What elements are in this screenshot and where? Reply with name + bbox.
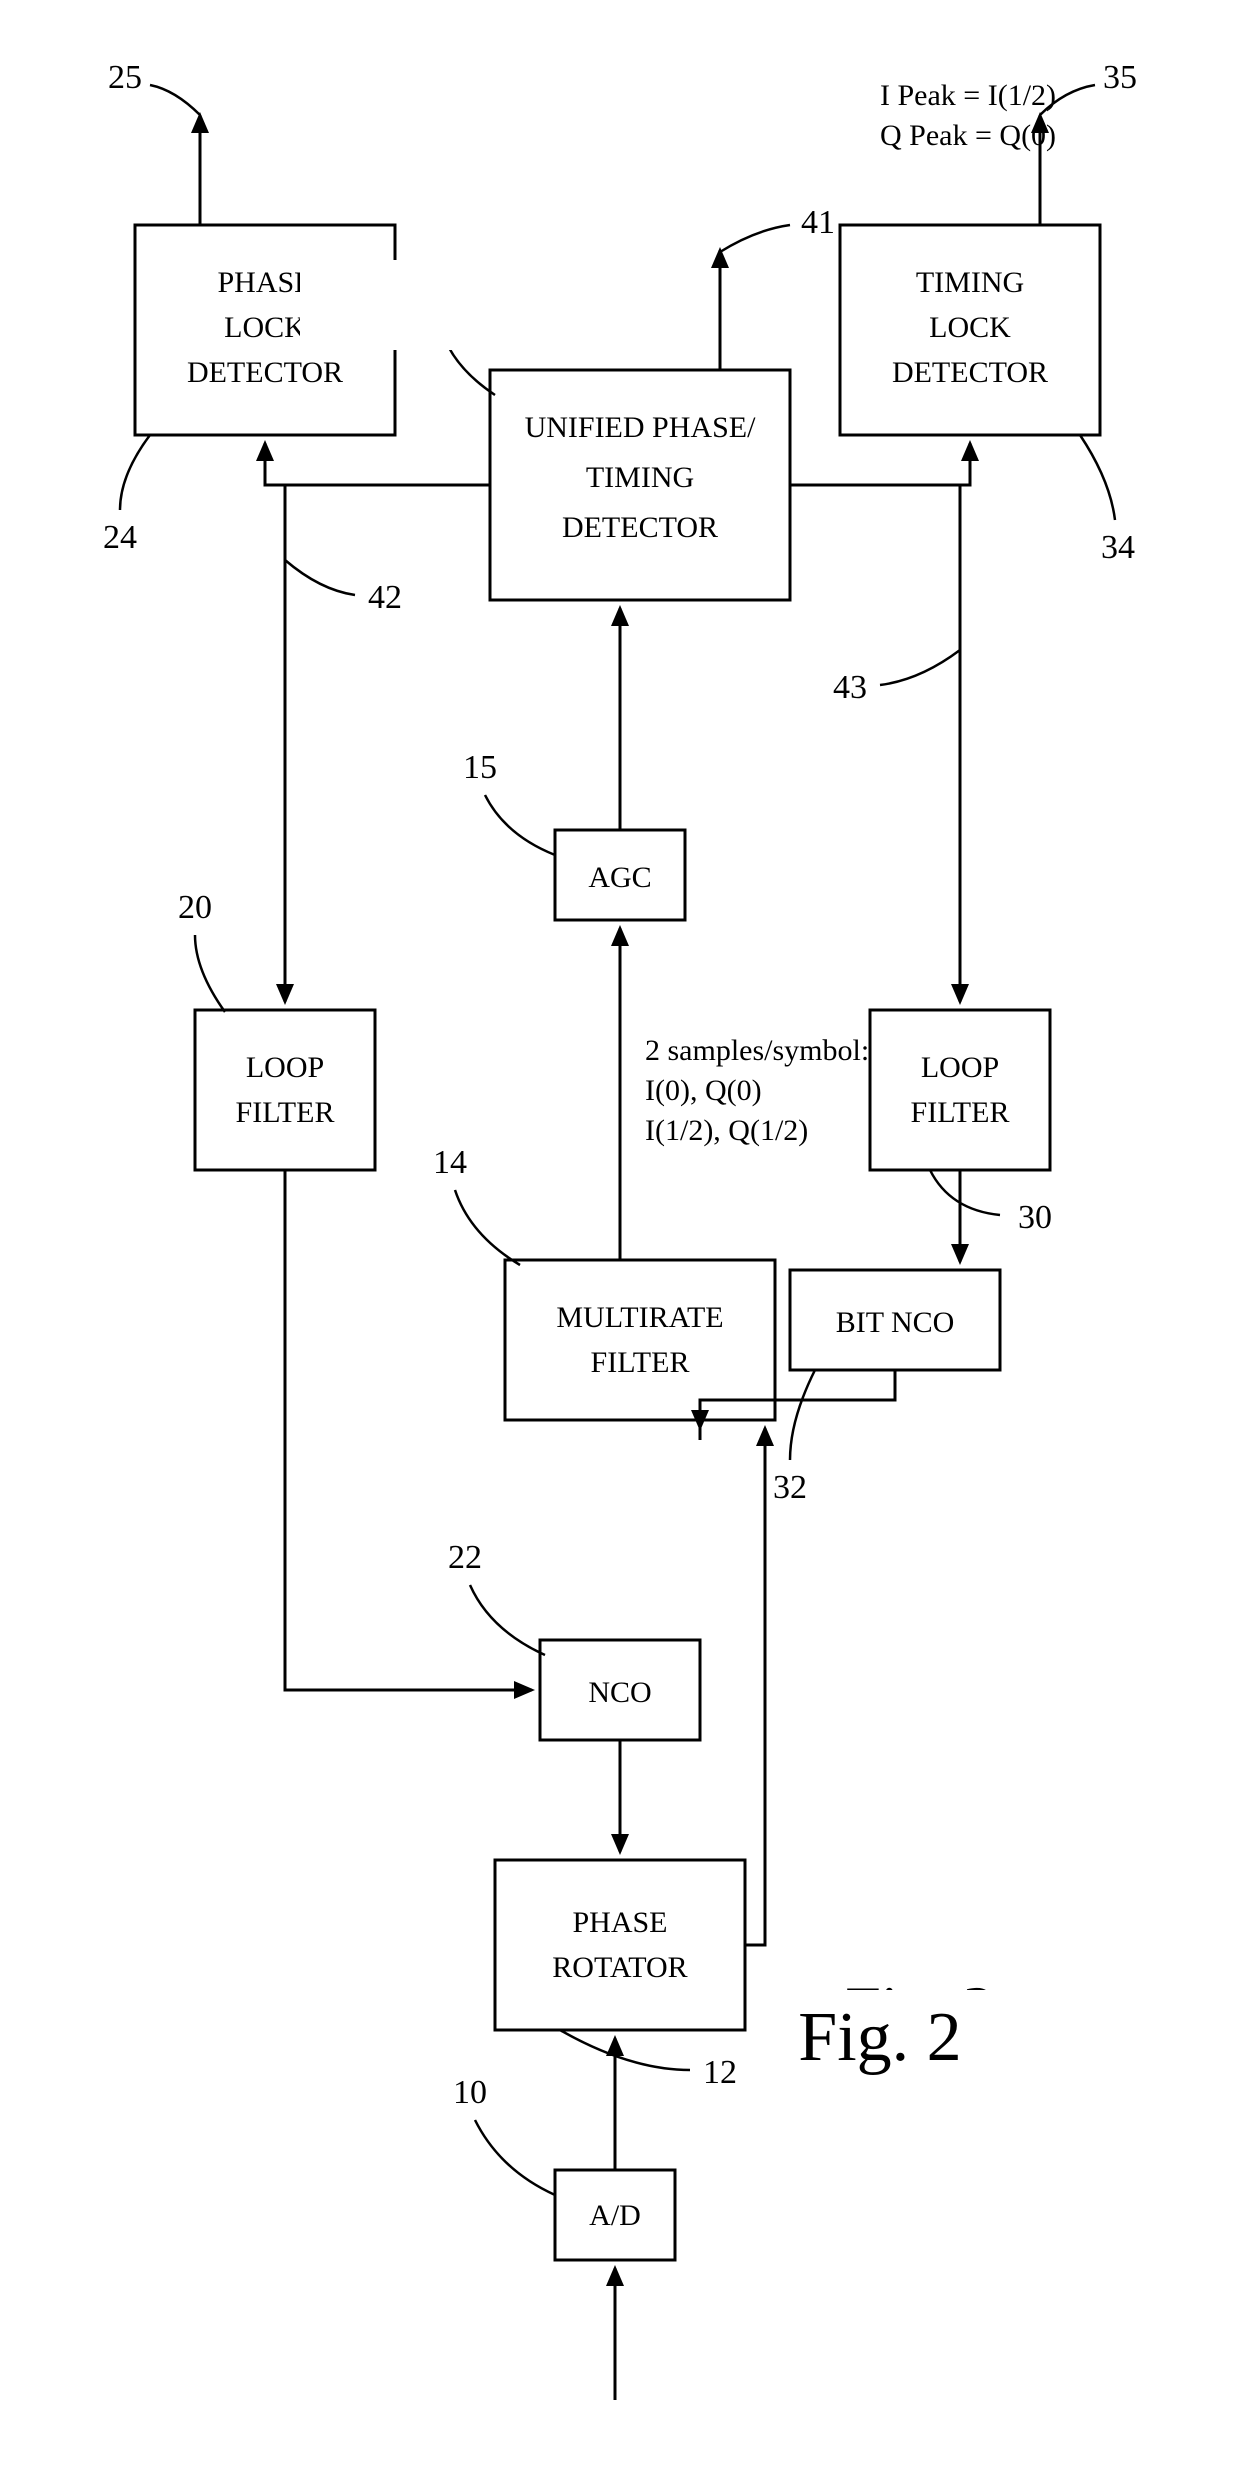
ref-43: 43 <box>833 669 867 706</box>
loop-filter-bot-label2: FILTER <box>911 1096 1010 1129</box>
ref-22: 22 <box>448 1539 482 1576</box>
unified-label1: UNIFIED PHASE/ <box>525 411 757 444</box>
leader-25 <box>150 85 200 115</box>
agc-label: AGC <box>588 861 651 894</box>
multirate-label2: FILTER <box>591 1346 690 1379</box>
ref-15: 15 <box>463 749 497 786</box>
ref-24: 24 <box>103 519 137 556</box>
phase-rotator-label2: ROTATOR <box>552 1951 687 1984</box>
leader-24 <box>120 435 150 510</box>
ref-20: 20 <box>178 889 212 926</box>
arrow-unified-left-to-phaselock <box>265 443 490 485</box>
leader-41 <box>720 225 790 252</box>
phase-rotator-label1: PHASE <box>572 1906 667 1939</box>
phase-lock-label1: PHASE <box>217 266 312 299</box>
ref-10: 10 <box>453 2074 487 2111</box>
leader-10 <box>475 2120 555 2195</box>
annot-samples-2: I(0), Q(0) <box>645 1074 762 1107</box>
annot-peak-2: Q Peak = Q(0) <box>880 119 1056 152</box>
annot-demod-2: Symbols <box>445 304 550 337</box>
annot-samples-1: 2 samples/symbol: <box>645 1034 869 1067</box>
leader-20 <box>195 935 225 1012</box>
leader-43 <box>880 650 960 685</box>
figure-label: Fig. 2 <box>845 1973 994 2044</box>
bit-nco-label: BIT NCO <box>836 1306 955 1339</box>
annot-samples-3: I(1/2), Q(1/2) <box>645 1114 808 1147</box>
leader-32 <box>790 1370 815 1460</box>
leader-15 <box>485 795 555 855</box>
ref-42: 42 <box>368 579 402 616</box>
ref-30: 30 <box>1018 1199 1052 1236</box>
ref-25: 25 <box>108 59 142 96</box>
leader-22 <box>470 1585 545 1655</box>
multirate-block <box>505 1260 775 1420</box>
ref-32: 32 <box>773 1469 807 1506</box>
arrow-phaserotator-multirate <box>745 1428 765 1945</box>
leader-30 <box>930 1170 1000 1215</box>
phase-rotator-block <box>495 1860 745 2030</box>
leader-34 <box>1080 435 1115 520</box>
ref-34: 34 <box>1101 529 1135 566</box>
loop-filter-top-label1: LOOP <box>246 1051 324 1084</box>
timing-lock-label3: DETECTOR <box>892 356 1048 389</box>
unified-label3: DETECTOR <box>562 511 718 544</box>
annot-peak-1: I Peak = I(1/2) <box>880 79 1056 112</box>
leader-14 <box>455 1190 520 1265</box>
loop-filter-top-block <box>195 1010 375 1170</box>
annot-demod-1: Demodulated <box>388 264 550 297</box>
ref-41: 41 <box>801 204 835 241</box>
ref-35: 35 <box>1103 59 1137 96</box>
timing-lock-label2: LOCK <box>929 311 1011 344</box>
phase-lock-label2: LOCK <box>224 311 306 344</box>
ad-label: A/D <box>589 2199 641 2232</box>
phase-lock-label3: DETECTOR <box>187 356 343 389</box>
ref-14: 14 <box>433 1144 467 1181</box>
leader-42 <box>285 560 355 595</box>
arrow-unified-right-to-timinglock <box>790 443 970 485</box>
loop-filter-top-label2: FILTER <box>236 1096 335 1129</box>
loop-filter-bot-block <box>870 1010 1050 1170</box>
nco-label: NCO <box>588 1676 651 1709</box>
unified-label2: TIMING <box>586 461 694 494</box>
leader-12 <box>560 2030 690 2070</box>
loop-filter-bot-label1: LOOP <box>921 1051 999 1084</box>
ref-12: 12 <box>703 2054 737 2091</box>
timing-lock-label1: TIMING <box>916 266 1024 299</box>
multirate-label1: MULTIRATE <box>556 1301 723 1334</box>
